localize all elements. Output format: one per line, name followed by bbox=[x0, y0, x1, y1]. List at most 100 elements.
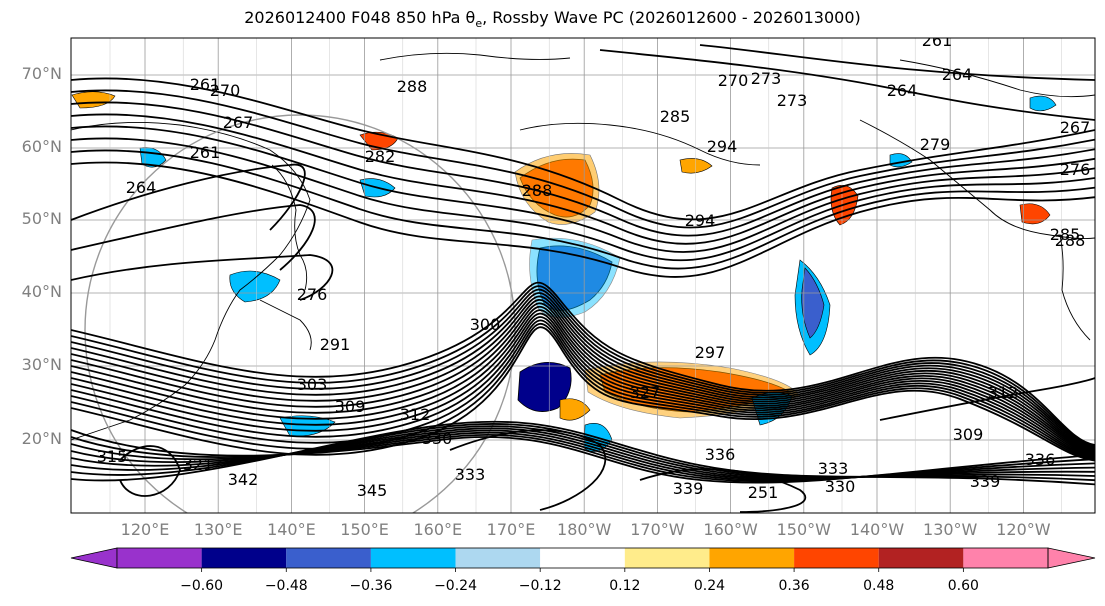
colorbar-tick-label: 0.36 bbox=[778, 578, 810, 594]
latitude-label: 20°N bbox=[21, 429, 62, 448]
colorbar-segment bbox=[624, 548, 710, 568]
title-subscript: e bbox=[475, 17, 483, 31]
contour-line bbox=[71, 101, 1095, 237]
contour-label: 279 bbox=[920, 135, 951, 154]
colorbar-tick-label: −0.60 bbox=[180, 578, 224, 594]
contour-label: 303 bbox=[297, 375, 328, 394]
colorbar-segment bbox=[117, 548, 202, 568]
longitude-label: 120°W bbox=[996, 520, 1051, 539]
contour-label: 264 bbox=[887, 81, 918, 100]
anomaly-patch-negative bbox=[517, 362, 572, 412]
contour-label: 267 bbox=[223, 113, 254, 132]
latitude-label: 50°N bbox=[21, 209, 62, 228]
contour-line bbox=[71, 149, 1095, 270]
contour-label: 333 bbox=[818, 459, 849, 478]
contour-label: 282 bbox=[365, 147, 396, 166]
contour-label: 312 bbox=[400, 405, 431, 424]
colorbar-tick-label: −0.36 bbox=[349, 578, 393, 594]
colorbar-segment bbox=[540, 548, 625, 568]
contour-label: 276 bbox=[1060, 160, 1091, 179]
longitude-label: 130°W bbox=[923, 520, 978, 539]
contour-line bbox=[71, 254, 334, 301]
contour-label: 270 bbox=[718, 71, 749, 90]
longitude-label: 120°E bbox=[120, 520, 170, 539]
map-title: 2026012400 F048 850 hPa θe, Rossby Wave … bbox=[0, 8, 1105, 30]
colorbar-segment bbox=[455, 548, 541, 568]
contour-line bbox=[71, 312, 1095, 457]
anomaly-patch-negative bbox=[229, 270, 281, 303]
colorbar-tick-label: −0.24 bbox=[434, 578, 477, 594]
colorbar-tick-label: −0.48 bbox=[264, 578, 308, 594]
latitude-label: 40°N bbox=[21, 282, 62, 301]
anomaly-patch-positive bbox=[1019, 203, 1051, 225]
longitude-label: 170°W bbox=[630, 520, 685, 539]
colorbar-segment bbox=[286, 548, 371, 568]
contour-label: 294 bbox=[685, 211, 716, 230]
contour-label: 270 bbox=[210, 81, 241, 100]
contour-label: 276 bbox=[297, 285, 328, 304]
contour-label: 321 bbox=[183, 455, 214, 474]
contour-line bbox=[449, 429, 607, 511]
contour-label: 261 bbox=[190, 143, 221, 162]
anomaly-patch-positive bbox=[559, 398, 591, 421]
colorbar-tick-label: 0.60 bbox=[947, 578, 979, 594]
latitude-label: 60°N bbox=[21, 137, 62, 156]
contour-line bbox=[71, 89, 1095, 229]
contour-line bbox=[71, 292, 1095, 450]
colorbar-segment bbox=[963, 548, 1048, 568]
colorbar-tick-label: 0.12 bbox=[609, 578, 641, 594]
contour-label: 339 bbox=[673, 479, 704, 498]
contour-label: 309 bbox=[335, 397, 366, 416]
colorbar-tick-label: −0.12 bbox=[518, 578, 562, 594]
contour-label: 339 bbox=[970, 472, 1001, 491]
contour-line bbox=[71, 420, 1095, 486]
longitude-label: 140°W bbox=[849, 520, 905, 539]
longitude-label: 170°E bbox=[486, 520, 536, 539]
contour-line bbox=[71, 161, 1095, 278]
contour-label: 309 bbox=[953, 425, 984, 444]
coastline bbox=[859, 119, 1095, 240]
coastline bbox=[899, 59, 1095, 98]
contour-label: 264 bbox=[126, 178, 157, 197]
colorbar-tick-label: 0.48 bbox=[863, 578, 895, 594]
contour-label: 330 bbox=[825, 477, 856, 496]
contour-line bbox=[879, 377, 1095, 421]
longitude-label: 150°W bbox=[776, 520, 831, 539]
contour-line bbox=[71, 302, 1095, 454]
contour-label: 315 bbox=[97, 447, 128, 466]
contour-line bbox=[71, 319, 1095, 460]
contour-line bbox=[71, 309, 1095, 456]
contour-line bbox=[71, 305, 1095, 455]
contour-label: 288 bbox=[1055, 231, 1086, 250]
contour-label: 273 bbox=[751, 69, 782, 88]
colorbar-segment bbox=[370, 548, 456, 568]
contour-line bbox=[599, 49, 1095, 121]
theta-e-contours bbox=[71, 44, 1095, 513]
contour-label: 285 bbox=[1050, 225, 1081, 244]
longitude-label: 130°E bbox=[193, 520, 243, 539]
contour-label: 264 bbox=[942, 65, 973, 84]
contour-line bbox=[71, 163, 306, 231]
contour-line bbox=[71, 77, 1095, 221]
contour-line bbox=[71, 326, 1095, 462]
contour-line bbox=[71, 137, 1095, 262]
latitude-label: 30°N bbox=[21, 355, 62, 374]
contour-label: 333 bbox=[455, 465, 486, 484]
contour-label: 345 bbox=[357, 481, 388, 500]
colorbar-segment bbox=[709, 548, 795, 568]
contour-label: 261 bbox=[922, 31, 953, 50]
longitude-label: 150°E bbox=[340, 520, 389, 539]
title-suffix: , Rossby Wave PC (2026012600 - 202601300… bbox=[482, 8, 861, 27]
coastline bbox=[379, 52, 571, 61]
anomaly-patch-negative bbox=[801, 267, 825, 339]
contour-label: 291 bbox=[320, 335, 351, 354]
contour-label: 267 bbox=[1060, 118, 1091, 137]
contour-label: 342 bbox=[228, 470, 259, 489]
colorbar-tick-label: 0.24 bbox=[693, 578, 726, 594]
contour-line bbox=[71, 316, 1095, 458]
coastline bbox=[519, 122, 761, 166]
longitude-label: 160°W bbox=[703, 520, 758, 539]
coastlines bbox=[71, 52, 1095, 441]
